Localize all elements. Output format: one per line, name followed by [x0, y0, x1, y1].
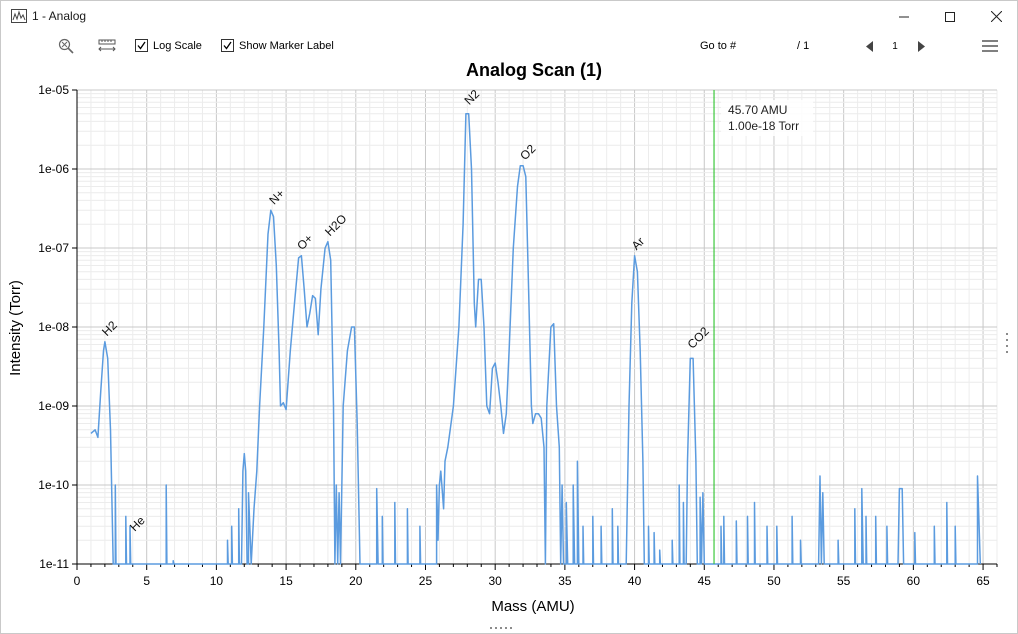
show-marker-label-text: Show Marker Label: [239, 39, 334, 52]
toolbar: Log Scale Show Marker Label Go to # / 1: [1, 32, 1017, 60]
y-tick-label: 1e-07: [38, 241, 69, 255]
title-bar: 1 - Analog: [1, 1, 1017, 32]
x-tick-label: 65: [976, 574, 990, 588]
marker-readout-box: [721, 100, 814, 136]
minimize-button[interactable]: [881, 1, 927, 32]
zoom-reset-button[interactable]: [57, 37, 75, 55]
y-tick-label: 1e-10: [38, 478, 69, 492]
goto-total: / 1: [797, 40, 810, 52]
bottom-panel-grip[interactable]: [488, 618, 514, 629]
chart-grid: [76, 89, 998, 565]
chart-series: [90, 113, 982, 565]
menu-button[interactable]: [979, 37, 1001, 55]
x-tick-label: 25: [419, 574, 433, 588]
next-page-button[interactable]: [915, 39, 927, 53]
x-tick-label: 55: [837, 574, 851, 588]
y-tick-label: 1e-06: [38, 162, 69, 176]
ruler-button[interactable]: [97, 37, 117, 55]
x-tick-label: 45: [698, 574, 712, 588]
y-tick-label: 1e-11: [39, 557, 69, 571]
x-tick-label: 35: [558, 574, 572, 588]
x-tick-label: 0: [74, 574, 81, 588]
x-tick-label: 5: [143, 574, 150, 588]
x-tick-label: 40: [628, 574, 642, 588]
intensity-series-line: [90, 113, 982, 565]
triangle-right-icon: [917, 40, 925, 52]
chart-app-icon: [11, 9, 27, 23]
minimize-icon: [899, 16, 909, 17]
y-tick-label: 1e-09: [38, 399, 69, 413]
x-tick-label: 20: [349, 574, 363, 588]
x-tick-label: 15: [279, 574, 293, 588]
triangle-left-icon: [865, 40, 873, 52]
checkmark-icon: [137, 41, 146, 50]
show-marker-label-checkbox[interactable]: [221, 39, 234, 52]
ruler-icon: [98, 39, 116, 52]
chart-marker[interactable]: 45.70 AMU 1.00e-18 Torr: [713, 90, 814, 564]
checkmark-icon: [223, 41, 232, 50]
x-axis-label: Mass (AMU): [491, 598, 574, 615]
previous-page-button[interactable]: [863, 39, 875, 53]
chart-title: Analog Scan (1): [466, 60, 602, 80]
window-title: 1 - Analog: [32, 9, 87, 23]
show-marker-label-toggle[interactable]: Show Marker Label: [221, 39, 334, 52]
x-tick-label: 30: [489, 574, 503, 588]
y-axis-label: Intensity (Torr): [7, 280, 24, 376]
log-scale-toggle[interactable]: Log Scale: [135, 39, 202, 52]
side-panel-grip[interactable]: [1004, 331, 1010, 355]
marker-amu-readout: 45.70 AMU: [728, 103, 787, 117]
x-tick-label: 60: [907, 574, 921, 588]
close-icon: [990, 11, 1002, 22]
x-tick-label: 50: [767, 574, 781, 588]
page-number-input[interactable]: [878, 39, 912, 53]
analog-scan-chart[interactable]: Analog Scan (1) 0 5 10 15 20 25 30 35 40 45 50 55 60…: [1, 57, 1017, 629]
marker-value-readout: 1.00e-18 Torr: [728, 119, 799, 133]
y-tick-label: 1e-05: [38, 83, 69, 97]
maximize-button[interactable]: [927, 1, 973, 32]
x-tick-label: 10: [210, 574, 224, 588]
log-scale-checkbox[interactable]: [135, 39, 148, 52]
goto-input[interactable]: [740, 39, 792, 53]
goto-label: Go to #: [700, 40, 737, 52]
zoom-reset-icon: [58, 38, 74, 54]
log-scale-label: Log Scale: [153, 39, 202, 52]
maximize-icon: [945, 11, 955, 22]
hamburger-menu-icon: [982, 40, 998, 52]
close-button[interactable]: [973, 1, 1018, 32]
y-tick-label: 1e-08: [38, 320, 69, 334]
